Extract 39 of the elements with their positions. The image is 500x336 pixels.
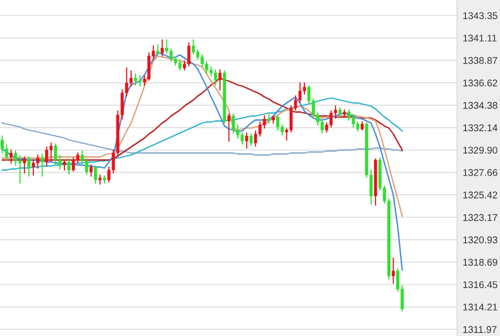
candlestick [67,158,70,175]
candlestick [178,59,182,71]
y-tick-label: 1318.69 [463,258,498,266]
candlestick [250,133,253,146]
y-tick-label: 1325.42 [463,192,498,198]
y-tick-label: 1323.17 [463,214,498,221]
y-tick-label: 1316.45 [463,281,498,288]
candlestick [62,159,66,171]
candlestick [138,75,142,87]
y-tick-label: 1329.90 [463,146,498,154]
candlestick [94,165,98,184]
candlestick [14,150,18,166]
candlestick [40,153,44,177]
line-series [2,97,403,171]
candlestick [18,155,22,184]
y-tick-label: 1332.14 [463,124,498,132]
y-tick-label: 1334.38 [463,102,498,109]
y-tick-label: 1327.66 [463,169,498,176]
candlestick [10,149,13,164]
candlestick [187,42,190,67]
candlestick [218,69,222,91]
y-tick-label: 1311.97 [463,326,496,333]
candlestick [227,113,230,142]
candlestick [160,39,164,57]
line-series [2,122,403,156]
y-tick-label: 1320.93 [463,236,498,244]
candlestick [245,132,248,149]
candlestick [392,257,395,284]
y-tick-label: 1341.11 [463,34,497,42]
candlestick [27,156,30,177]
candlestick [54,143,58,165]
y-tick-label: 1314.21 [463,304,498,311]
candlestick [134,73,138,86]
candlestick [90,164,93,177]
y-tick-label: 1338.87 [463,57,498,64]
candlestick [22,156,26,174]
candlestick [156,44,160,56]
y-tick-label: 1336.62 [463,80,498,86]
y-tick-label: 1343.35 [463,12,498,20]
